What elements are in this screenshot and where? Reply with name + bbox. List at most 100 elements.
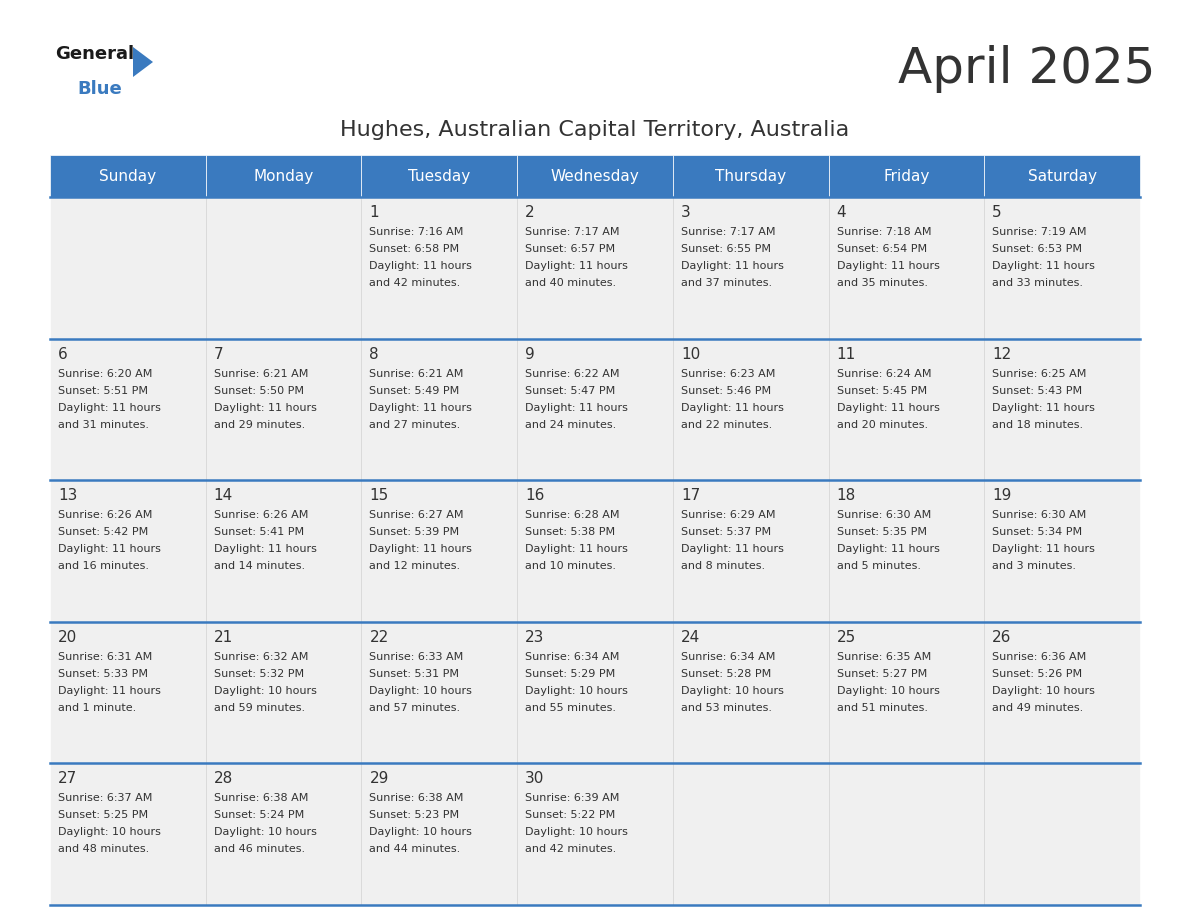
Text: and 3 minutes.: and 3 minutes. xyxy=(992,561,1076,571)
Text: 24: 24 xyxy=(681,630,700,644)
Text: Sunset: 5:24 PM: Sunset: 5:24 PM xyxy=(214,811,304,821)
Text: Sunset: 6:55 PM: Sunset: 6:55 PM xyxy=(681,244,771,254)
Text: 6: 6 xyxy=(58,347,68,362)
Text: and 57 minutes.: and 57 minutes. xyxy=(369,703,461,712)
Text: Daylight: 11 hours: Daylight: 11 hours xyxy=(992,403,1095,412)
Text: Daylight: 11 hours: Daylight: 11 hours xyxy=(681,544,784,554)
Text: 9: 9 xyxy=(525,347,535,362)
Text: Sunrise: 6:30 AM: Sunrise: 6:30 AM xyxy=(992,510,1087,521)
Text: Sunset: 5:35 PM: Sunset: 5:35 PM xyxy=(836,527,927,537)
Text: Sunrise: 6:31 AM: Sunrise: 6:31 AM xyxy=(58,652,152,662)
Text: Sunset: 6:58 PM: Sunset: 6:58 PM xyxy=(369,244,460,254)
Text: 29: 29 xyxy=(369,771,388,787)
Text: Monday: Monday xyxy=(253,169,314,184)
Text: and 1 minute.: and 1 minute. xyxy=(58,703,137,712)
Text: Sunrise: 6:29 AM: Sunrise: 6:29 AM xyxy=(681,510,776,521)
Text: Sunset: 5:50 PM: Sunset: 5:50 PM xyxy=(214,386,304,396)
Text: General: General xyxy=(55,45,134,63)
Text: 11: 11 xyxy=(836,347,855,362)
Text: 19: 19 xyxy=(992,488,1012,503)
Text: Sunrise: 6:30 AM: Sunrise: 6:30 AM xyxy=(836,510,931,521)
Text: Sunset: 6:57 PM: Sunset: 6:57 PM xyxy=(525,244,615,254)
Text: Blue: Blue xyxy=(77,80,121,98)
Bar xyxy=(206,197,361,339)
Text: and 16 minutes.: and 16 minutes. xyxy=(58,561,148,571)
Text: Sunset: 5:39 PM: Sunset: 5:39 PM xyxy=(369,527,460,537)
Text: Sunrise: 6:38 AM: Sunrise: 6:38 AM xyxy=(214,793,308,803)
Text: Daylight: 11 hours: Daylight: 11 hours xyxy=(525,544,628,554)
Bar xyxy=(985,764,1140,905)
Bar xyxy=(672,764,828,905)
Text: and 10 minutes.: and 10 minutes. xyxy=(525,561,617,571)
Text: 15: 15 xyxy=(369,488,388,503)
Text: Hughes, Australian Capital Territory, Australia: Hughes, Australian Capital Territory, Au… xyxy=(341,120,849,140)
Text: and 8 minutes.: and 8 minutes. xyxy=(681,561,765,571)
Text: Sunrise: 6:21 AM: Sunrise: 6:21 AM xyxy=(369,369,463,378)
Text: Sunrise: 7:16 AM: Sunrise: 7:16 AM xyxy=(369,227,463,237)
Text: 26: 26 xyxy=(992,630,1012,644)
Text: 20: 20 xyxy=(58,630,77,644)
Bar xyxy=(361,480,517,621)
Text: Sunrise: 6:26 AM: Sunrise: 6:26 AM xyxy=(58,510,152,521)
Text: Daylight: 11 hours: Daylight: 11 hours xyxy=(58,544,160,554)
Text: Sunrise: 6:34 AM: Sunrise: 6:34 AM xyxy=(681,652,776,662)
Text: 3: 3 xyxy=(681,205,690,220)
Bar xyxy=(206,764,361,905)
Bar xyxy=(828,197,985,339)
Text: and 40 minutes.: and 40 minutes. xyxy=(525,278,617,288)
Text: 1: 1 xyxy=(369,205,379,220)
Text: Sunrise: 6:39 AM: Sunrise: 6:39 AM xyxy=(525,793,619,803)
Text: 23: 23 xyxy=(525,630,544,644)
Text: Sunday: Sunday xyxy=(100,169,157,184)
Bar xyxy=(50,764,206,905)
Text: and 48 minutes.: and 48 minutes. xyxy=(58,845,150,855)
Text: Tuesday: Tuesday xyxy=(409,169,470,184)
Bar xyxy=(985,621,1140,764)
Text: Daylight: 10 hours: Daylight: 10 hours xyxy=(214,686,316,696)
Bar xyxy=(672,155,828,197)
Text: Sunset: 5:43 PM: Sunset: 5:43 PM xyxy=(992,386,1082,396)
Text: Sunrise: 6:33 AM: Sunrise: 6:33 AM xyxy=(369,652,463,662)
Text: Daylight: 11 hours: Daylight: 11 hours xyxy=(836,261,940,271)
Text: Sunrise: 6:22 AM: Sunrise: 6:22 AM xyxy=(525,369,620,378)
Text: 17: 17 xyxy=(681,488,700,503)
Text: Sunrise: 6:28 AM: Sunrise: 6:28 AM xyxy=(525,510,620,521)
Text: Sunset: 5:25 PM: Sunset: 5:25 PM xyxy=(58,811,148,821)
Text: and 20 minutes.: and 20 minutes. xyxy=(836,420,928,430)
Text: and 42 minutes.: and 42 minutes. xyxy=(525,845,617,855)
Text: and 29 minutes.: and 29 minutes. xyxy=(214,420,305,430)
Text: Daylight: 10 hours: Daylight: 10 hours xyxy=(369,827,473,837)
Bar xyxy=(517,155,672,197)
Text: Sunrise: 6:25 AM: Sunrise: 6:25 AM xyxy=(992,369,1087,378)
Bar xyxy=(361,197,517,339)
Text: and 27 minutes.: and 27 minutes. xyxy=(369,420,461,430)
Text: Sunrise: 6:23 AM: Sunrise: 6:23 AM xyxy=(681,369,776,378)
Bar xyxy=(206,155,361,197)
Text: Sunrise: 6:27 AM: Sunrise: 6:27 AM xyxy=(369,510,465,521)
Text: and 49 minutes.: and 49 minutes. xyxy=(992,703,1083,712)
Polygon shape xyxy=(133,47,153,77)
Text: 25: 25 xyxy=(836,630,855,644)
Bar xyxy=(50,155,206,197)
Bar xyxy=(828,764,985,905)
Text: Sunset: 5:34 PM: Sunset: 5:34 PM xyxy=(992,527,1082,537)
Text: and 31 minutes.: and 31 minutes. xyxy=(58,420,148,430)
Text: 14: 14 xyxy=(214,488,233,503)
Text: and 24 minutes.: and 24 minutes. xyxy=(525,420,617,430)
Text: Sunrise: 6:26 AM: Sunrise: 6:26 AM xyxy=(214,510,308,521)
Text: 21: 21 xyxy=(214,630,233,644)
Text: Daylight: 11 hours: Daylight: 11 hours xyxy=(525,403,628,412)
Text: Daylight: 11 hours: Daylight: 11 hours xyxy=(992,261,1095,271)
Text: Friday: Friday xyxy=(883,169,930,184)
Bar xyxy=(50,621,206,764)
Bar xyxy=(517,197,672,339)
Text: Sunset: 5:29 PM: Sunset: 5:29 PM xyxy=(525,669,615,678)
Text: Sunset: 5:41 PM: Sunset: 5:41 PM xyxy=(214,527,304,537)
Text: Daylight: 11 hours: Daylight: 11 hours xyxy=(836,544,940,554)
Text: Daylight: 10 hours: Daylight: 10 hours xyxy=(525,686,628,696)
Bar xyxy=(985,339,1140,480)
Text: Daylight: 10 hours: Daylight: 10 hours xyxy=(58,827,160,837)
Text: Sunset: 5:38 PM: Sunset: 5:38 PM xyxy=(525,527,615,537)
Text: 4: 4 xyxy=(836,205,846,220)
Text: Daylight: 11 hours: Daylight: 11 hours xyxy=(58,403,160,412)
